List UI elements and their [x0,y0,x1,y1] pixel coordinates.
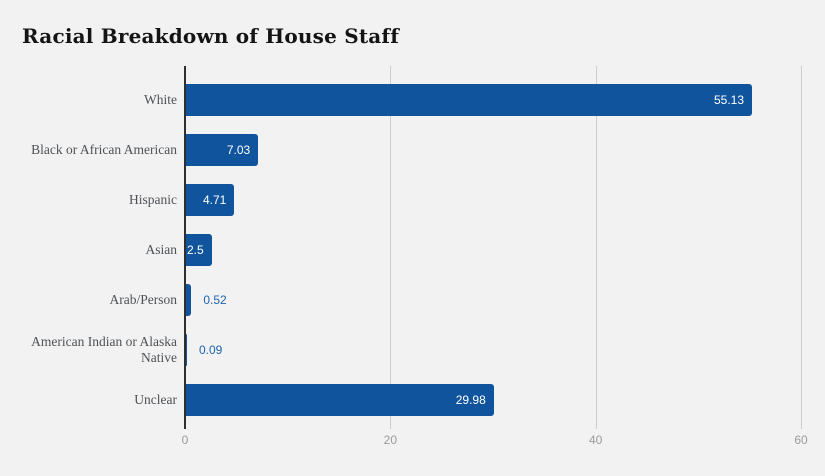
x-tick-label: 20 [383,433,398,447]
bar-value-label: 0.52 [203,293,227,307]
gridline [801,66,802,429]
category-label: Black or African American [31,142,177,157]
x-tick-label: 40 [588,433,603,447]
bar-value-label: 7.03 [226,143,251,157]
gridline [595,66,597,429]
bar: 55.13 [186,84,752,116]
bar-value-label: 0.09 [199,343,223,357]
bar: 7.03 [186,134,259,166]
x-tick-label: 60 [794,433,808,447]
category-label: White [144,92,177,107]
x-tick-label: 0 [181,433,189,447]
bar [186,284,192,316]
category-label: American Indian or Alaska Native [31,334,177,365]
bar: 2.5 [186,234,212,266]
category-label: Arab/Person [109,292,178,307]
bar-value-label: 4.71 [202,193,227,207]
gridline [390,66,392,429]
axis-zero-line [184,66,186,429]
bar-value-label: 55.13 [713,93,744,107]
bar-value-label: 2.5 [186,243,204,257]
category-label: Unclear [134,392,177,407]
chart-title: Racial Breakdown of House Staff [22,24,400,48]
category-label: Hispanic [129,192,177,207]
bar: 4.71 [186,184,235,216]
bar-value-label: 29.98 [455,393,486,407]
bar [186,334,187,366]
category-label: Asian [145,242,178,257]
bar: 29.98 [186,384,494,416]
